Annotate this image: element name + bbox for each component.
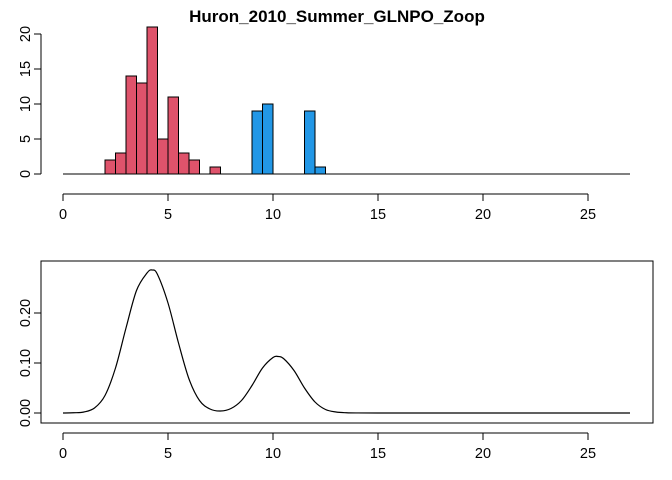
histogram-bar	[104, 159, 116, 175]
density-y-axis: 0.00 0.10 0.20	[18, 299, 42, 427]
x-tick-label: 25	[580, 446, 596, 462]
y-tick-label: 10	[18, 96, 34, 112]
x-tick-label: 5	[164, 446, 172, 462]
x-tick-label: 5	[164, 207, 172, 223]
histogram-bar	[146, 26, 158, 175]
histogram-x-axis: 0 5 10 15 20 25	[59, 193, 596, 223]
histogram-bar	[314, 166, 326, 175]
y-tick-label: 20	[18, 26, 34, 42]
x-tick-label: 15	[370, 207, 386, 223]
density-curve	[62, 269, 630, 414]
histogram-bars	[63, 26, 630, 175]
y-tick-label: 0	[18, 170, 34, 178]
density-x-axis: 0 5 10 15 20 25	[59, 432, 596, 462]
histogram-y-axis: 0 5 10 15 20	[18, 26, 42, 178]
y-tick-label: 15	[18, 61, 34, 77]
x-tick-label: 15	[370, 446, 386, 462]
histogram-bar	[125, 75, 137, 175]
histogram-bar	[136, 82, 148, 175]
histogram-bar	[304, 110, 316, 175]
histogram-bar	[115, 152, 127, 175]
y-tick-label: 5	[18, 135, 34, 143]
histogram-panel: 0 5 10 15 20 0 5 10 15 20 25	[18, 26, 630, 223]
histogram-bar	[178, 152, 190, 175]
x-tick-label: 20	[475, 446, 491, 462]
x-tick-label: 20	[475, 207, 491, 223]
histogram-bar	[251, 110, 263, 175]
histogram-bar	[262, 103, 274, 175]
density-plot-box	[40, 260, 654, 424]
x-tick-label: 0	[59, 446, 67, 462]
y-tick-label: 0.00	[18, 399, 34, 427]
x-tick-label: 0	[59, 207, 67, 223]
histogram-bar	[188, 159, 200, 175]
density-panel: 0.00 0.10 0.20 0 5 10 15 20 25	[18, 260, 654, 462]
x-tick-label: 25	[580, 207, 596, 223]
y-tick-label: 0.10	[18, 349, 34, 377]
x-tick-label: 10	[265, 207, 281, 223]
histogram-bar	[157, 138, 169, 175]
chart-title: Huron_2010_Summer_GLNPO_Zoop	[189, 7, 485, 26]
histogram-bar	[209, 166, 221, 175]
histogram-bar	[167, 96, 179, 175]
x-tick-label: 10	[265, 446, 281, 462]
y-tick-label: 0.20	[18, 299, 34, 327]
